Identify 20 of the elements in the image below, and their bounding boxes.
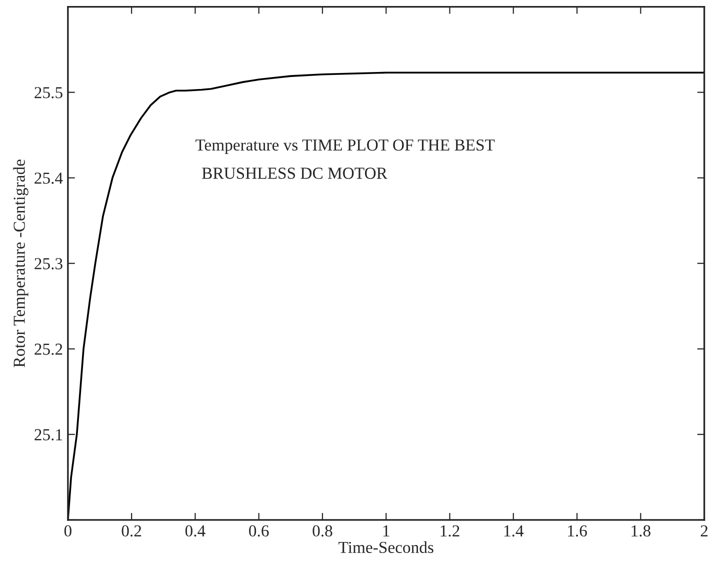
x-tick-label: 0.8	[312, 525, 332, 537]
y-tick-label: 25.1	[34, 429, 62, 440]
x-tick-label: 1.8	[632, 525, 650, 537]
x-tick-label: 0.2	[122, 525, 142, 537]
annotation: Temperature vs TIME PLOT OF THE BEST	[195, 139, 495, 154]
x-tick-label: 1	[383, 525, 390, 536]
x-axis-title: Time-Seconds	[338, 541, 434, 554]
x-tick-label: 1.2	[440, 525, 460, 537]
y-tick-label: 25.5	[34, 87, 62, 98]
y-tick-label: 25.2	[34, 344, 62, 355]
y-tick-label: 25.4	[34, 172, 63, 184]
x-tick-label: 1.4	[504, 525, 524, 537]
x-tick-label: 2	[700, 525, 708, 536]
y-tick-label: 25.3	[34, 258, 62, 270]
x-tick-label: 1.6	[568, 525, 587, 537]
y-axis-title: Rotor Temperature -Centigrade	[13, 160, 28, 368]
x-tick-label: 0	[64, 525, 72, 537]
x-tick-label: 0.4	[185, 525, 206, 537]
x-tick-label: 0.6	[249, 525, 269, 537]
annotation: BRUSHLESS DC MOTOR	[202, 168, 388, 179]
